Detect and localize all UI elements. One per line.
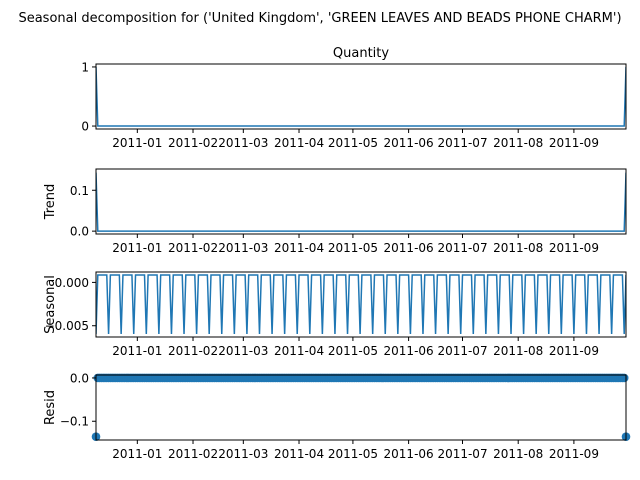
resid-ylabel: Resid xyxy=(43,390,58,425)
seasonal-xtick-label: 2011-02 xyxy=(168,344,218,358)
resid-xtick-label: 2011-09 xyxy=(549,447,599,461)
seasonal-xtick-label: 2011-04 xyxy=(274,344,324,358)
resid-xtick-label: 2011-05 xyxy=(328,447,378,461)
trend-xtick-label: 2011-03 xyxy=(218,241,268,255)
observed-xtick-label: 2011-04 xyxy=(274,136,324,150)
seasonal-xtick-label: 2011-01 xyxy=(112,344,162,358)
observed-xtick-label: 2011-06 xyxy=(384,136,434,150)
observed-xtick-label: 2011-08 xyxy=(493,136,543,150)
seasonal-xtick-label: 2011-08 xyxy=(493,344,543,358)
trend-ytick-label: 0.1 xyxy=(70,184,89,198)
trend-xtick-label: 2011-08 xyxy=(493,241,543,255)
resid-ytick-label: 0.0 xyxy=(70,371,89,385)
trend-xtick-label: 2011-06 xyxy=(384,241,434,255)
seasonal-xtick-label: 2011-09 xyxy=(549,344,599,358)
seasonal-ylabel: Seasonal xyxy=(43,275,58,334)
observed-title: Quantity xyxy=(333,46,389,61)
observed-axes-frame xyxy=(95,63,627,130)
trend-xtick-label: 2011-01 xyxy=(112,241,162,255)
seasonal-ytick-label: 0.000 xyxy=(55,276,89,290)
resid-xtick-label: 2011-06 xyxy=(384,447,434,461)
panel-trend: 0.0 0.1 2011-01 2011-02 2011-03 2011-04 2011-0… xyxy=(43,168,627,255)
trend-xtick-label: 2011-05 xyxy=(328,241,378,255)
resid-xtick-label: 2011-08 xyxy=(493,447,543,461)
observed-xtick-label: 2011-09 xyxy=(549,136,599,150)
resid-xtick-label: 2011-02 xyxy=(168,447,218,461)
trend-xtick-label: 2011-02 xyxy=(168,241,218,255)
seasonal-line xyxy=(96,274,626,334)
trend-line xyxy=(96,172,626,232)
trend-xtick-label: 2011-04 xyxy=(274,241,324,255)
seasonal-axes-frame xyxy=(95,271,627,338)
seasonal-xtick-label: 2011-07 xyxy=(437,344,487,358)
resid-ytick-label: −0.1 xyxy=(60,415,89,429)
seasonal-ytick-label: −0.005 xyxy=(45,319,89,333)
observed-line xyxy=(96,66,626,127)
panel-seasonal: 0.000 −0.005 2011-01 2011-02 2011-03 2011-04 2… xyxy=(43,271,627,358)
seasonal-xtick-label: 2011-06 xyxy=(384,344,434,358)
seasonal-xtick-label: 2011-05 xyxy=(328,344,378,358)
resid-xtick-label: 2011-04 xyxy=(274,447,324,461)
resid-xtick-label: 2011-01 xyxy=(112,447,162,461)
resid-axes-frame xyxy=(95,374,627,441)
trend-ylabel: Trend xyxy=(43,184,58,221)
observed-ytick-label: 1 xyxy=(81,60,89,74)
seasonal-xtick-label: 2011-03 xyxy=(218,344,268,358)
trend-ytick-label: 0.0 xyxy=(70,225,89,239)
trend-xtick-label: 2011-07 xyxy=(437,241,487,255)
observed-xtick-label: 2011-02 xyxy=(168,136,218,150)
observed-xtick-label: 2011-05 xyxy=(328,136,378,150)
resid-xtick-label: 2011-07 xyxy=(437,447,487,461)
observed-ytick-label: 0 xyxy=(81,120,89,134)
observed-xtick-label: 2011-03 xyxy=(218,136,268,150)
trend-xtick-label: 2011-09 xyxy=(549,241,599,255)
panel-observed: 0 1 2011-01 2011-02 2011-03 2011-04 2011-05 201… xyxy=(81,46,627,150)
observed-xtick-label: 2011-07 xyxy=(437,136,487,150)
resid-xtick-label: 2011-03 xyxy=(218,447,268,461)
chart-suptitle: Seasonal decomposition for ('United King… xyxy=(18,11,621,26)
panel-resid: 0.0 −0.1 2011-01 2011-02 2011-03 2011-04 2011-… xyxy=(43,371,631,461)
trend-axes-frame xyxy=(95,168,627,235)
observed-xtick-label: 2011-01 xyxy=(112,136,162,150)
